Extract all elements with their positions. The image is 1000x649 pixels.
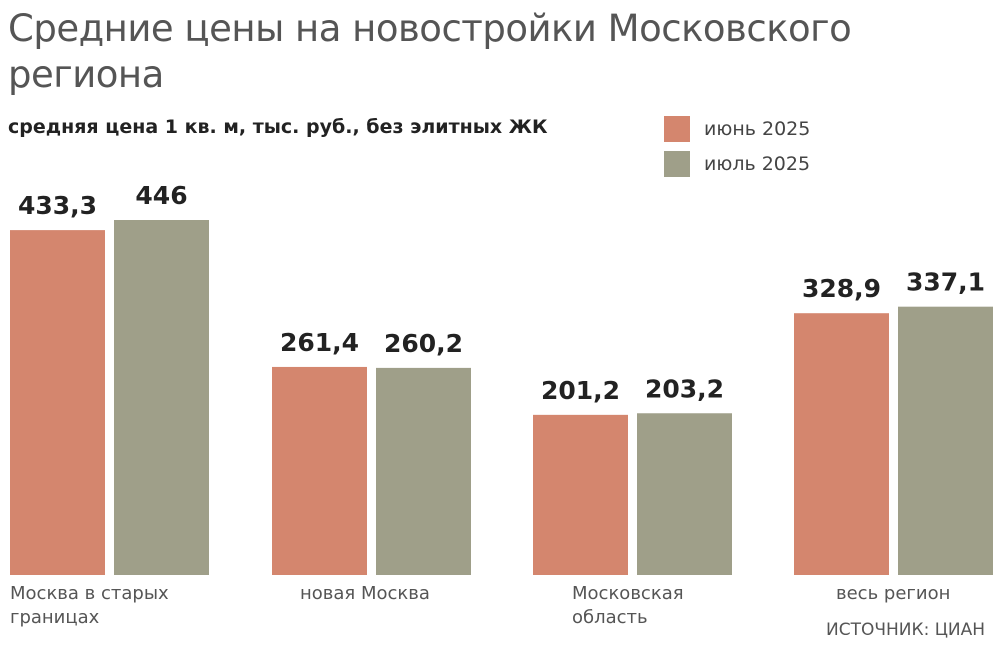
bar-june-1 — [272, 366, 367, 575]
chart-title: Средние цены на новостройки Московского … — [8, 7, 852, 96]
data-label-july-3: 337,1 — [906, 268, 985, 297]
bar-june-2 — [533, 414, 628, 575]
data-label-july-1: 260,2 — [384, 329, 463, 358]
legend-item-june: июнь 2025 — [664, 116, 810, 142]
legend-swatch-june — [664, 116, 690, 142]
bar-july-0 — [114, 220, 209, 575]
data-label-june-3: 328,9 — [802, 274, 881, 303]
source-note: ИСТОЧНИК: ЦИАН — [826, 620, 986, 640]
chart-subtitle: средняя цена 1 кв. м, тыс. руб., без эли… — [8, 116, 548, 138]
bar-june-3 — [794, 313, 889, 575]
category-label-moscow-old: Москва в старых границах — [10, 583, 169, 628]
bar-june-0 — [10, 230, 105, 575]
data-label-june-0: 433,3 — [18, 191, 97, 220]
category-label-new-moscow: новая Москва — [300, 583, 430, 604]
data-label-june-2: 201,2 — [541, 376, 620, 405]
data-label-june-1: 261,4 — [280, 328, 359, 357]
category-label-whole-region: весь регион — [836, 583, 951, 604]
bar-july-2 — [637, 413, 732, 575]
data-label-july-0: 446 — [135, 181, 187, 210]
legend-swatch-july — [664, 151, 690, 177]
legend-item-july: июль 2025 — [664, 151, 810, 177]
bar-july-1 — [376, 367, 471, 575]
legend-label-june: июнь 2025 — [704, 118, 811, 140]
legend-label-july: июль 2025 — [704, 153, 811, 175]
category-label-moscow-oblast: Московская область — [572, 583, 684, 628]
bar-july-3 — [898, 306, 993, 575]
data-label-july-2: 203,2 — [645, 374, 724, 403]
